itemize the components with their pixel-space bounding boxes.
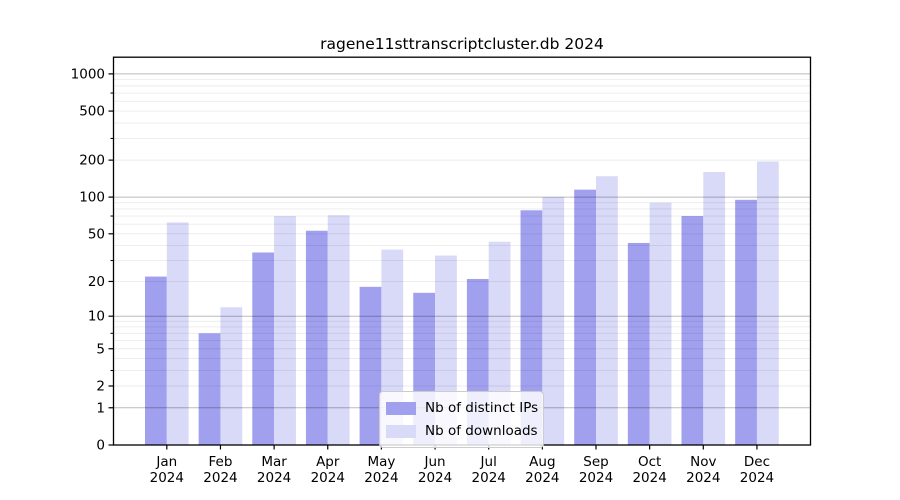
x-tick-label-year: 2024	[525, 470, 559, 486]
x-tick-label-month: Nov	[690, 454, 716, 470]
x-tick-label-year: 2024	[418, 470, 452, 486]
x-tick-label-month: Dec	[744, 454, 770, 470]
y-tick-label: 200	[79, 153, 105, 169]
legend: Nb of distinct IPs Nb of downloads	[379, 391, 544, 448]
y-tick-label: 5	[96, 341, 105, 357]
bar-distinct-ips-jan	[145, 276, 167, 445]
bar-distinct-ips-aug	[520, 210, 543, 445]
bar-distinct-ips-nov	[681, 216, 704, 445]
legend-swatch-distinct-ips-icon	[386, 401, 416, 415]
x-tick-label-year: 2024	[150, 470, 184, 486]
bar-downloads-feb	[220, 307, 243, 445]
x-tick-label-year: 2024	[740, 470, 774, 486]
x-tick-label-month: Aug	[529, 454, 555, 470]
bar-distinct-ips-feb	[198, 333, 221, 445]
y-tick-label: 500	[79, 104, 105, 120]
y-tick-label: 0	[96, 438, 105, 454]
y-tick-label: 100	[79, 190, 105, 206]
y-tick-label: 1000	[71, 66, 105, 82]
bar-distinct-ips-dec	[735, 199, 757, 445]
x-tick-label-year: 2024	[364, 470, 398, 486]
bar-downloads-aug	[542, 197, 565, 445]
y-tick-label: 1	[96, 400, 105, 416]
bar-downloads-oct	[649, 202, 672, 445]
bar-downloads-jan	[166, 222, 189, 445]
x-tick-label-year: 2024	[579, 470, 613, 486]
bar-downloads-sep	[596, 176, 618, 445]
x-tick-label-month: Feb	[208, 454, 232, 470]
x-tick-label-month: Jul	[480, 454, 497, 470]
bar-distinct-ips-apr	[305, 230, 328, 445]
x-tick-label-year: 2024	[632, 470, 666, 486]
legend-item-distinct-ips: Nb of distinct IPs	[386, 398, 538, 418]
bar-downloads-dec	[756, 161, 779, 445]
y-tick-label: 2	[96, 378, 105, 394]
x-tick-label-month: May	[367, 454, 395, 470]
x-tick-label-month: Apr	[316, 454, 340, 470]
x-tick-label-year: 2024	[203, 470, 237, 486]
x-tick-label-month: Mar	[261, 454, 287, 470]
x-tick-label-month: Oct	[638, 454, 661, 470]
bar-distinct-ips-oct	[627, 242, 650, 445]
bar-downloads-nov	[703, 172, 726, 446]
y-tick-label: 20	[88, 274, 105, 290]
y-tick-label: 10	[88, 309, 105, 325]
legend-swatch-downloads-icon	[386, 424, 416, 438]
y-tick-label: 50	[88, 226, 105, 242]
bar-distinct-ips-may	[359, 286, 382, 445]
bar-downloads-apr	[327, 215, 350, 445]
x-tick-label-month: Jan	[155, 454, 177, 470]
chart-title: ragene11sttranscriptcluster.db 2024	[320, 35, 604, 53]
x-tick-label-month: Jun	[424, 454, 446, 470]
legend-item-downloads: Nb of downloads	[386, 421, 538, 441]
bar-distinct-ips-sep	[574, 189, 596, 445]
legend-label-distinct-ips: Nb of distinct IPs	[425, 400, 539, 416]
x-tick-label-year: 2024	[257, 470, 291, 486]
bar-distinct-ips-mar	[252, 252, 275, 445]
bar-downloads-mar	[274, 216, 296, 445]
x-tick-label-year: 2024	[686, 470, 720, 486]
x-tick-label-year: 2024	[472, 470, 506, 486]
x-tick-label-month: Sep	[583, 454, 608, 470]
x-tick-label-year: 2024	[311, 470, 345, 486]
legend-label-downloads: Nb of downloads	[425, 423, 538, 439]
